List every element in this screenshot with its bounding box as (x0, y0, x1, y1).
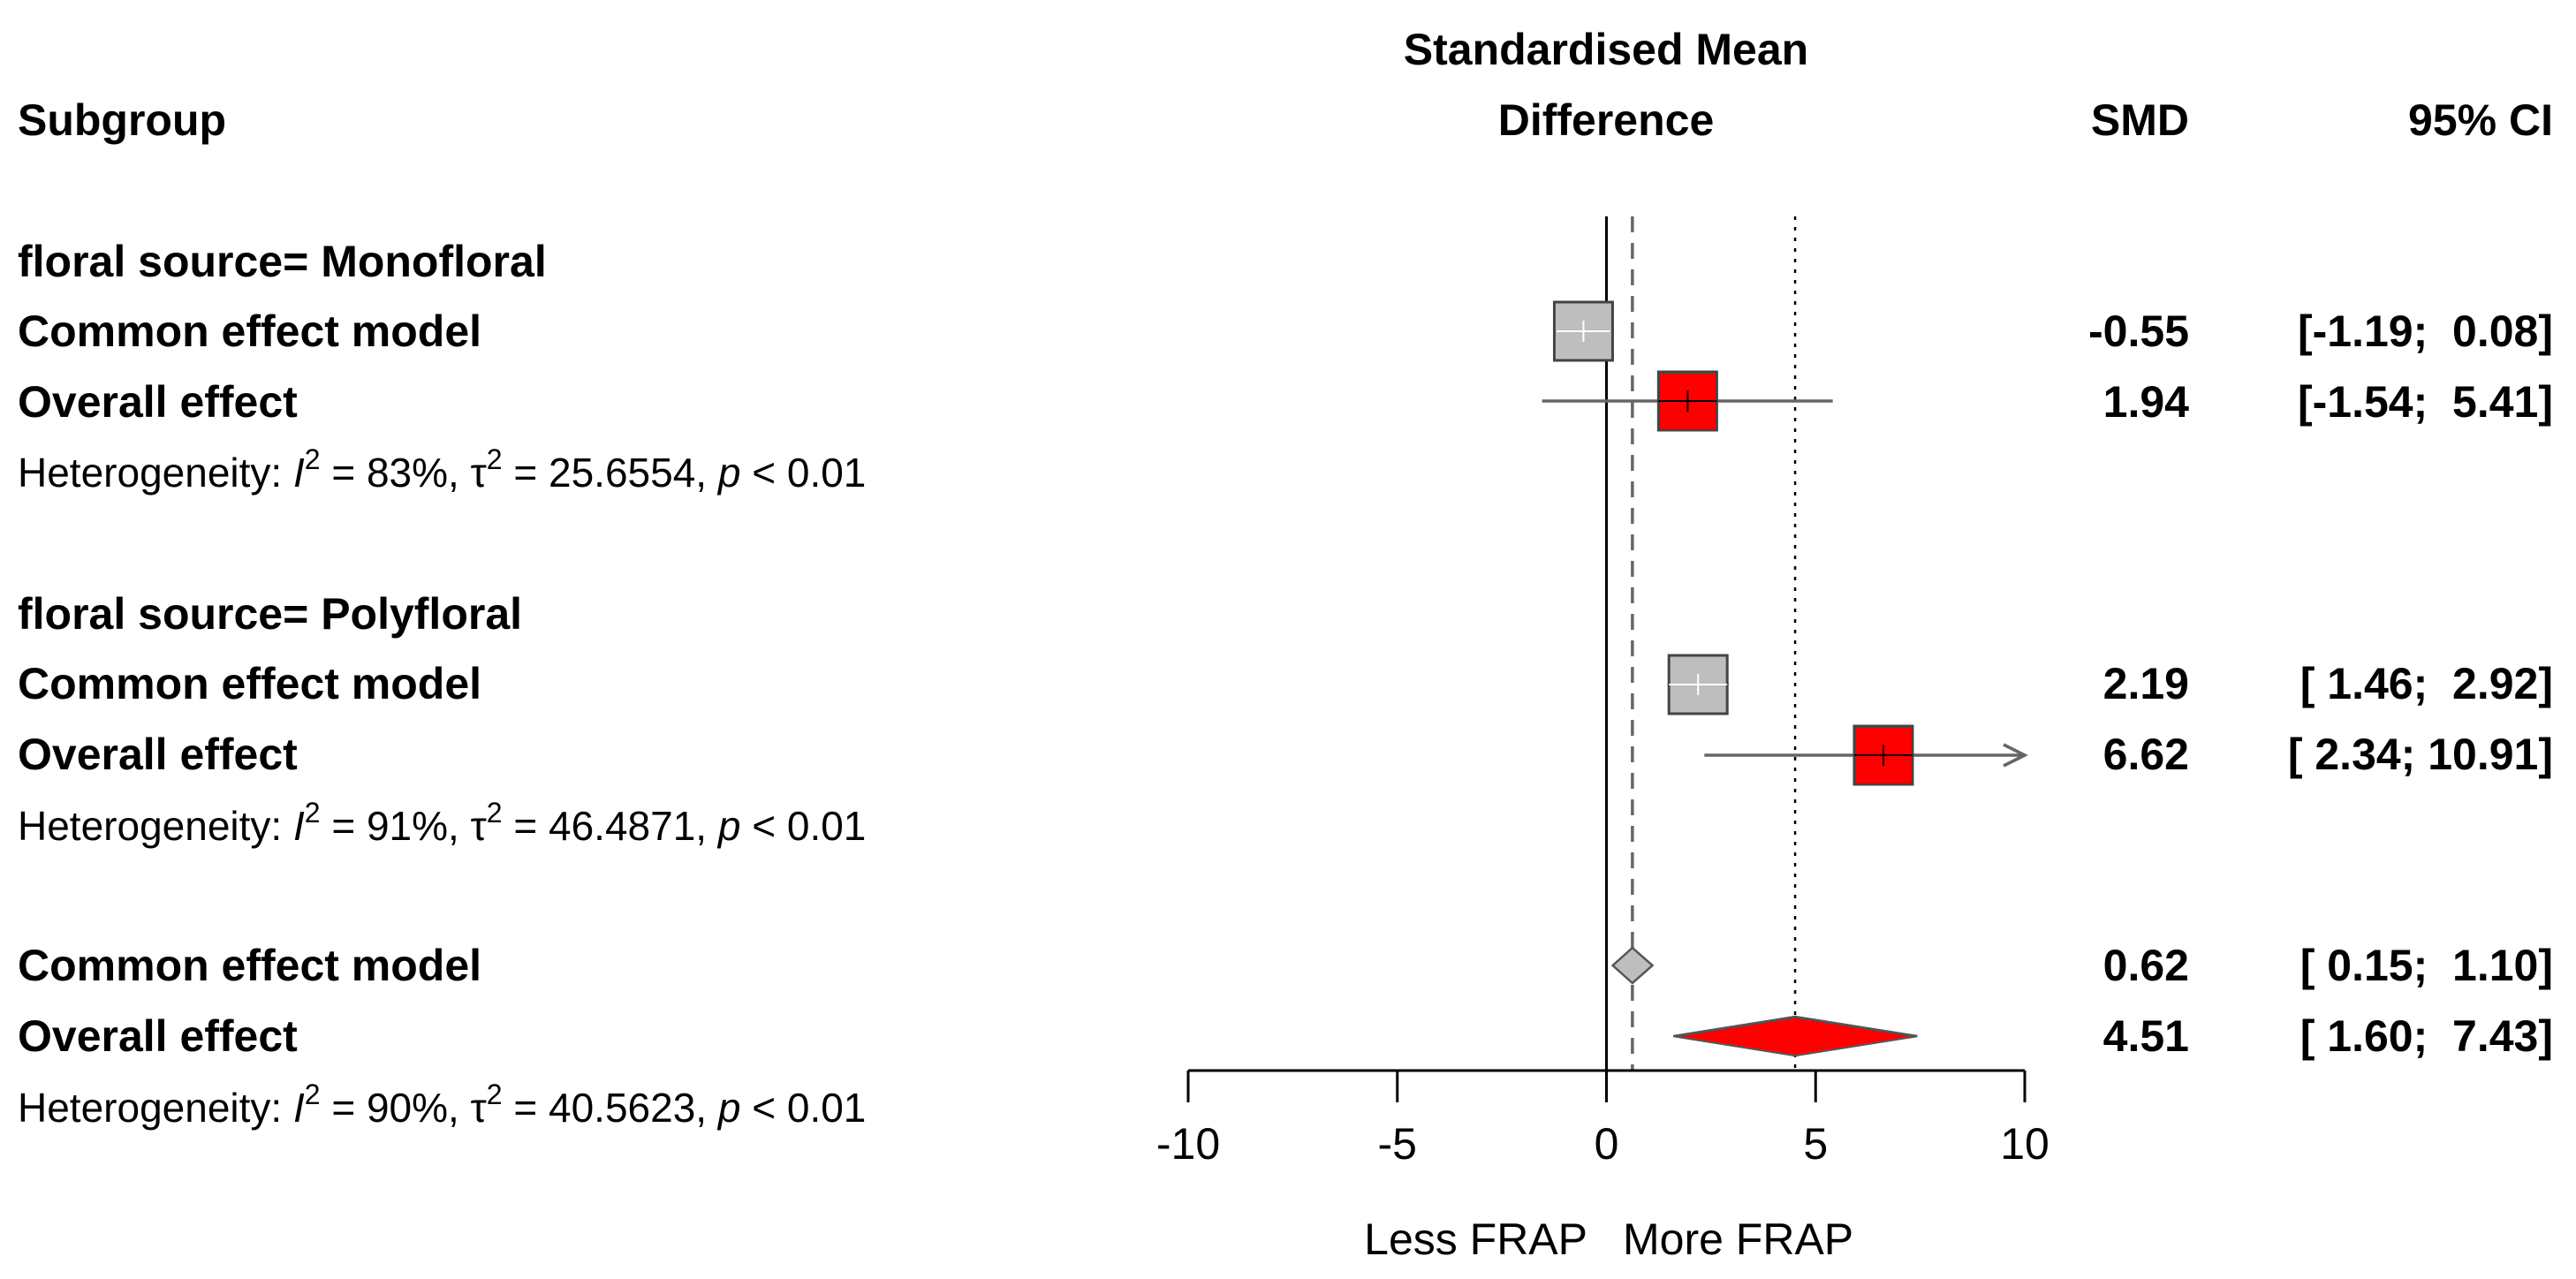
x-axis-label-right: More FRAP (1623, 1215, 1853, 1264)
x-axis-tick-label: 0 (1595, 1119, 1619, 1169)
row-label-overall-random: Overall effect (18, 1011, 298, 1061)
header-plot-title-2: Difference (1498, 95, 1715, 145)
ci-poly-common: [ 1.46; 2.92] (2300, 659, 2553, 708)
x-axis-tick-label: 10 (2000, 1119, 2049, 1169)
ci-mono-common: [-1.19; 0.08] (2298, 307, 2553, 356)
header-plot-title-1: Standardised Mean (1404, 25, 1808, 74)
row-label-mono-random: Overall effect (18, 377, 298, 427)
smd-overall-common: 0.62 (2103, 941, 2189, 990)
heterogeneity-overall: Heterogeneity: I2 = 90%, τ2 = 40.5623, p… (18, 1078, 866, 1131)
x-axis-tick-label: -10 (1156, 1119, 1220, 1169)
smd-overall-random: 4.51 (2103, 1011, 2189, 1061)
smd-poly-common: 2.19 (2103, 659, 2189, 708)
poly-random-ci-arrow (2003, 743, 2028, 768)
group-label-polyfloral: floral source= Polyfloral (18, 589, 522, 639)
ci-overall-common: [ 0.15; 1.10] (2300, 941, 2553, 990)
x-axis-tick-label: -5 (1378, 1119, 1417, 1169)
heterogeneity-poly: Heterogeneity: I2 = 91%, τ2 = 46.4871, p… (18, 797, 866, 849)
header-ci: 95% CI (2408, 95, 2553, 145)
x-axis-tick-label: 5 (1803, 1119, 1828, 1169)
header-smd: SMD (2091, 95, 2189, 145)
row-label-mono-common: Common effect model (18, 307, 481, 356)
ci-mono-random: [-1.54; 5.41] (2298, 377, 2553, 427)
plot-area: -10 -5 0 5 10 (1156, 216, 2049, 1169)
smd-poly-random: 6.62 (2103, 730, 2189, 779)
x-axis-label-left: Less FRAP (1364, 1215, 1587, 1264)
overall-common-diamond (1610, 946, 1655, 985)
smd-mono-common: -0.55 (2088, 307, 2189, 356)
row-label-overall-common: Common effect model (18, 941, 481, 990)
smd-mono-random: 1.94 (2103, 377, 2190, 427)
row-label-poly-common: Common effect model (18, 659, 481, 708)
group-label-monofloral: floral source= Monofloral (18, 237, 547, 286)
overall-random-diamond (1673, 1015, 1918, 1057)
ci-poly-random: [ 2.34; 10.91] (2288, 730, 2553, 779)
heterogeneity-mono: Heterogeneity: I2 = 83%, τ2 = 25.6554, p… (18, 443, 866, 496)
row-label-poly-random: Overall effect (18, 730, 298, 779)
ci-overall-random: [ 1.60; 7.43] (2300, 1011, 2553, 1061)
header-subgroup: Subgroup (18, 95, 226, 145)
